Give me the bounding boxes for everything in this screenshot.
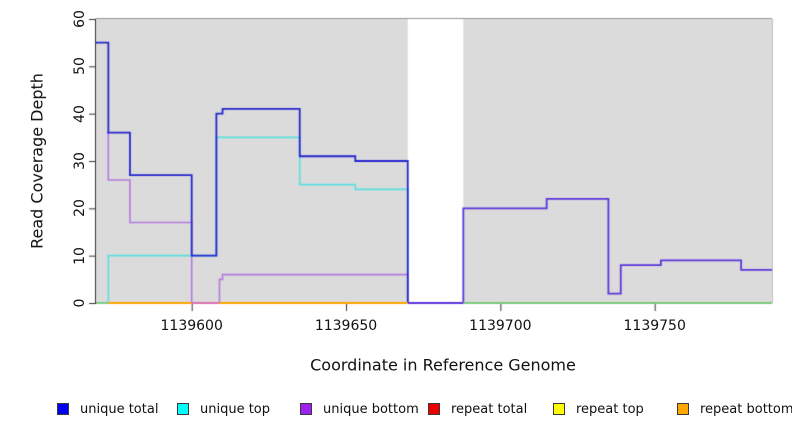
legend-item-unique-total: unique total: [57, 401, 159, 417]
x-axis-label: Coordinate in Reference Genome: [310, 355, 576, 375]
x-tick-label: 1139600: [160, 318, 223, 334]
unique-top-swatch-icon: [177, 403, 189, 415]
legend-item-unique-bottom: unique bottom: [300, 401, 419, 417]
legend-label: repeat total: [451, 401, 528, 417]
y-tick-label: 10: [72, 246, 88, 265]
legend-item-repeat-top: repeat top: [553, 401, 644, 417]
y-tick-label: 40: [72, 104, 88, 123]
legend-item-repeat-total: repeat total: [428, 401, 528, 417]
y-tick-label: 0: [72, 298, 88, 308]
legend-label: unique top: [200, 401, 271, 417]
legend-item-repeat-bottom: repeat bottom: [677, 401, 792, 417]
legend-label: repeat top: [576, 401, 644, 417]
y-axis-label: Read Coverage Depth: [27, 73, 47, 249]
unique-bottom-swatch-icon: [300, 403, 312, 415]
legend-label: unique bottom: [323, 401, 419, 417]
y-tick-label: 20: [72, 199, 88, 218]
unique-total-swatch-icon: [57, 403, 69, 415]
chart-legend: unique total unique top unique bottom re…: [0, 0, 792, 417]
repeat-total-swatch-icon: [428, 403, 440, 415]
repeat-bottom-swatch-icon: [677, 403, 689, 415]
repeat-top-swatch-icon: [553, 403, 565, 415]
legend-label: repeat bottom: [700, 401, 792, 417]
x-tick-label: 1139650: [314, 318, 378, 334]
y-tick-label: 30: [72, 152, 88, 170]
x-tick-label: 1139700: [469, 318, 532, 334]
legend-label: unique total: [80, 401, 159, 417]
x-tick-label: 1139750: [623, 318, 686, 334]
y-tick-label: 50: [72, 57, 88, 76]
legend-item-unique-top: unique top: [177, 401, 271, 417]
